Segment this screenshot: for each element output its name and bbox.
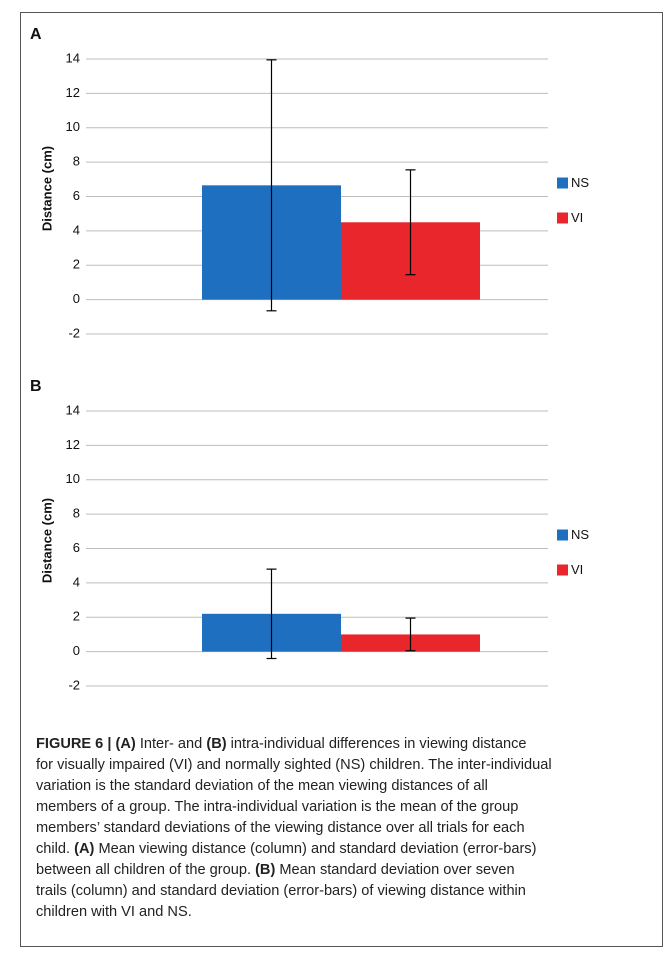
y-tick-label: -2	[68, 677, 80, 692]
caption-text: for visually impaired (VI) and normally …	[36, 757, 552, 773]
caption-line: members’ standard deviations of the view…	[36, 818, 525, 838]
y-tick-label: 4	[73, 222, 80, 237]
caption-text: between all children of the group.	[36, 862, 256, 878]
error-bar	[405, 169, 416, 276]
legend-swatch	[557, 529, 568, 541]
caption-text: Mean viewing distance (column) and stand…	[94, 841, 537, 857]
legend-label: NS	[571, 527, 589, 542]
caption-line: trails (column) and standard deviation (…	[36, 881, 526, 901]
legend-label: VI	[571, 210, 583, 225]
figure-charts: A Distance (cm) -2 0 2 4 6 8 10 12 14 NS VI B Distance…	[30, 26, 589, 692]
caption-line: members of a group. The intra-individual…	[36, 797, 518, 817]
caption-text: variation is the standard deviation of t…	[36, 778, 488, 794]
caption-line: between all children of the group. (B) M…	[36, 860, 515, 880]
y-tick-label: 2	[73, 257, 80, 272]
caption-line: for visually impaired (VI) and normally …	[36, 755, 552, 775]
caption-text: Mean standard deviation over seven	[275, 862, 515, 878]
y-tick-label: 6	[73, 188, 80, 203]
error-bar	[266, 568, 277, 660]
caption-line: FIGURE 6 | (A) Inter- and (B) intra-indi…	[36, 734, 527, 754]
chart: B Distance (cm) -2 0 2 4 6 8 10 12 14 NS VI	[30, 378, 589, 692]
y-axis-label: Distance (cm)	[39, 498, 54, 583]
panel-label: A	[30, 26, 42, 43]
caption-text: (B)	[255, 862, 276, 878]
chart: A Distance (cm) -2 0 2 4 6 8 10 12 14 NS VI	[30, 26, 589, 340]
caption-line: children with VI and NS.	[36, 902, 192, 922]
caption-text: trails (column) and standard deviation (…	[36, 883, 526, 899]
caption-text: child.	[36, 841, 75, 857]
y-tick-label: 12	[66, 437, 80, 452]
y-tick-label: 14	[66, 402, 80, 417]
y-tick-label: 8	[73, 154, 80, 169]
y-tick-label: 10	[66, 471, 80, 486]
legend-label: VI	[571, 562, 583, 577]
caption-text: (B)	[206, 736, 227, 752]
legend-label: NS	[571, 175, 589, 190]
legend-swatch	[557, 177, 568, 189]
error-bar	[405, 617, 416, 652]
error-bar	[266, 59, 277, 312]
caption-text: members of a group. The intra-individual…	[36, 799, 519, 815]
y-tick-label: -2	[68, 325, 80, 340]
caption-text: (A)	[74, 841, 95, 857]
y-tick-label: 6	[73, 540, 80, 555]
caption-text: Inter- and	[135, 736, 207, 752]
caption-text: intra-individual differences in viewing …	[226, 736, 527, 752]
panel-label: B	[30, 378, 42, 395]
caption-line: variation is the standard deviation of t…	[36, 776, 488, 796]
y-tick-label: 4	[73, 574, 80, 589]
caption-text: children with VI and NS.	[36, 904, 192, 920]
legend-swatch	[557, 564, 568, 576]
legend-swatch	[557, 212, 568, 224]
y-tick-label: 14	[66, 50, 80, 65]
figure-frame	[20, 12, 663, 947]
y-axis-label: Distance (cm)	[39, 146, 54, 231]
y-tick-label: 0	[73, 643, 80, 658]
y-tick-label: 8	[73, 506, 80, 521]
y-tick-label: 10	[66, 119, 80, 134]
y-tick-label: 12	[66, 85, 80, 100]
caption-line: child. (A) Mean viewing distance (column…	[36, 839, 536, 859]
y-tick-label: 2	[73, 609, 80, 624]
caption-text: FIGURE 6 | (A)	[36, 736, 136, 752]
y-tick-label: 0	[73, 291, 80, 306]
caption-text: members’ standard deviations of the view…	[36, 820, 525, 836]
